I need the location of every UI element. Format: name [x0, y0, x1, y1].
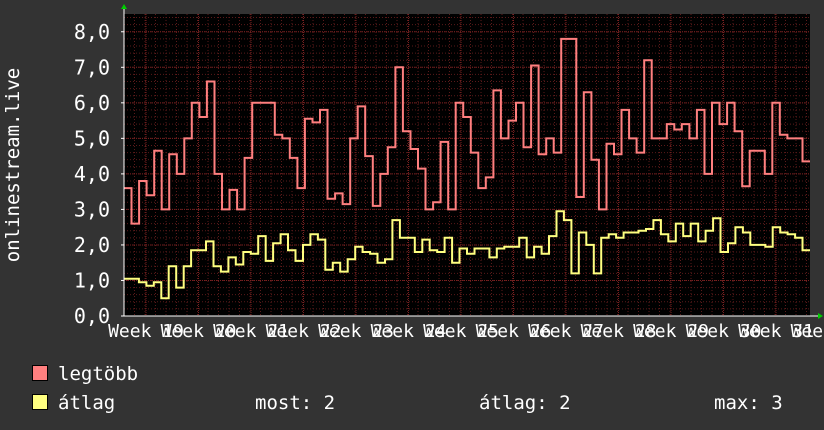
- x-tick-label: Week 23: [318, 321, 394, 342]
- y-tick-label: 6,0: [74, 91, 110, 115]
- x-tick-label: Week 22: [266, 321, 342, 342]
- y-tick-label: 1,0: [74, 268, 110, 292]
- x-tick-label: Week 20: [161, 321, 237, 342]
- legend-swatch-atlag: [32, 394, 48, 410]
- stat-most: most: 2: [255, 392, 336, 414]
- x-tick-label: Week 19: [108, 321, 184, 342]
- legend-label-atlag: átlag: [58, 392, 116, 414]
- x-tick-label: Week 27: [528, 321, 604, 342]
- plot-area: [124, 14, 810, 316]
- legend-swatch-legtobb: [32, 365, 48, 381]
- legend-item-legtobb: legtöbb: [32, 364, 138, 384]
- legend-label-legtobb: legtöbb: [58, 363, 139, 385]
- y-tick-label: 8,0: [74, 20, 110, 44]
- x-tick-label: Week 26: [476, 321, 552, 342]
- y-tick-label: 0,0: [74, 304, 110, 328]
- x-tick-label: Week 31: [738, 321, 814, 342]
- y-axis-title: onlinestream.live: [2, 68, 24, 262]
- y-tick-label: 4,0: [74, 162, 110, 186]
- x-tick-label: Week 24: [371, 321, 447, 342]
- y-tick-label: 7,0: [74, 55, 110, 79]
- x-axis-arrow: [818, 313, 823, 319]
- x-tick-label: Week 28: [581, 321, 657, 342]
- y-tick-label: 3,0: [74, 197, 110, 221]
- stat-avg: átlag: 2: [479, 392, 571, 414]
- stat-max: max: 3: [714, 392, 783, 414]
- y-tick-label: 2,0: [74, 233, 110, 257]
- x-tick-label: Week 30: [686, 321, 762, 342]
- series-line-1: [124, 210, 810, 300]
- x-tick-label: Week 25: [423, 321, 499, 342]
- series-line-0: [124, 37, 810, 225]
- y-axis-arrow: [121, 4, 127, 9]
- x-tick-label: Week 29: [633, 321, 709, 342]
- legend-item-atlag: átlag most: 2 átlag: 2 max: 3: [32, 393, 812, 413]
- x-tick-label: Week 21: [213, 321, 289, 342]
- x-tick-label: Week 32: [791, 321, 824, 342]
- y-tick-label: 5,0: [74, 126, 110, 150]
